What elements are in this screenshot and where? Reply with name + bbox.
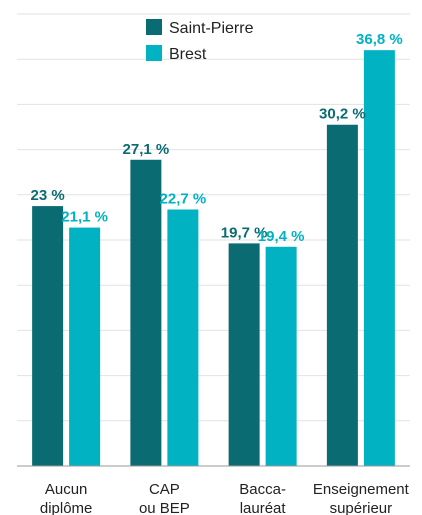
category-labels: Aucun diplôme CAP ou BEP Bacca-lauréat Enseig… — [40, 481, 410, 515]
category-label-1-line-2: diplôme — [40, 500, 93, 515]
legend-swatch-brest — [146, 45, 162, 61]
bars — [32, 50, 395, 467]
category-label-2-line-1: CAP — [149, 481, 180, 498]
value-label-saint-pierre-4: 30,2 % — [319, 106, 366, 123]
bar-saint-pierre-4 — [326, 124, 358, 467]
category-label-4-line-1: Enseignement — [313, 481, 410, 498]
legend: Saint-Pierre Brest — [146, 19, 254, 63]
value-label-brest-3: 19,4 % — [258, 228, 305, 245]
bar-saint-pierre-3 — [228, 243, 260, 466]
bar-brest-1 — [69, 227, 101, 466]
value-label-brest-4: 36,8 % — [356, 31, 403, 48]
bar-brest-2 — [167, 209, 199, 467]
bar-brest-3 — [265, 246, 297, 466]
value-label-brest-2: 22,7 % — [160, 190, 207, 207]
legend-label-saint-pierre: Saint-Pierre — [169, 20, 254, 37]
bar-saint-pierre-2 — [130, 159, 162, 466]
value-label-saint-pierre-3: 19,7 % — [221, 224, 268, 241]
category-label-1-line-1: Aucun — [45, 481, 88, 498]
category-label-3-line-1: Bacca- — [239, 481, 286, 498]
category-label-2-line-2: ou BEP — [139, 500, 190, 515]
legend-swatch-saint-pierre — [146, 19, 162, 35]
bar-brest-4 — [363, 50, 395, 466]
legend-label-brest: Brest — [169, 46, 207, 63]
value-label-brest-1: 21,1 % — [61, 209, 108, 226]
category-label-3-line-2: lauréat — [240, 500, 287, 515]
category-label-4-line-2: supérieur — [330, 500, 393, 515]
value-label-saint-pierre-1: 23 % — [31, 187, 65, 204]
value-label-saint-pierre-2: 27,1 % — [123, 141, 170, 158]
bar-saint-pierre-1 — [32, 206, 64, 466]
value-labels: 23 % 21,1 % 27,1 % 22,7 % 19,7 %19,4 % 30,2 %… — [31, 31, 403, 245]
